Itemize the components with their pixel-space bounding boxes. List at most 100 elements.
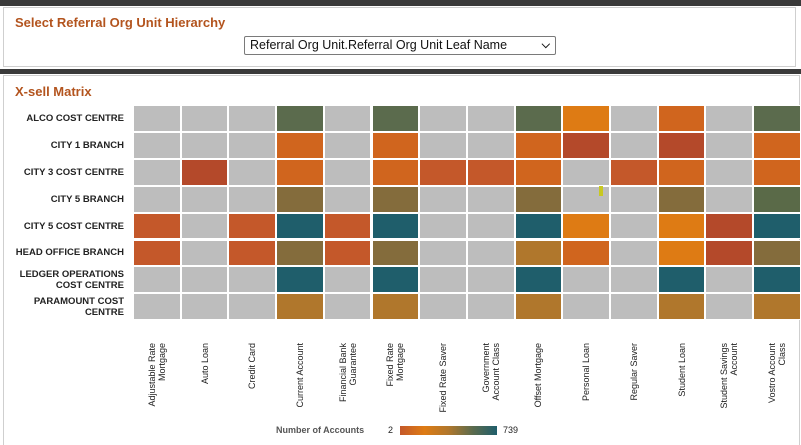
matrix-cell[interactable] [371,185,420,213]
matrix-cell[interactable] [705,158,754,186]
matrix-cell[interactable] [705,185,754,213]
matrix-cell[interactable] [323,293,372,321]
matrix-cell[interactable] [276,158,324,186]
matrix-cell[interactable] [276,293,324,321]
matrix-cell[interactable] [514,105,563,132]
matrix-cell[interactable] [276,239,324,267]
matrix-cell[interactable] [610,266,658,294]
matrix-cell[interactable] [562,266,610,294]
matrix-cell[interactable] [323,131,372,159]
matrix-cell[interactable] [323,239,372,267]
matrix-cell[interactable] [753,266,801,294]
matrix-cell[interactable] [514,293,563,321]
matrix-cell[interactable] [323,212,372,240]
matrix-cell[interactable] [133,293,181,321]
matrix-cell[interactable] [228,131,277,159]
matrix-cell[interactable] [228,212,277,240]
matrix-cell[interactable] [466,185,515,213]
matrix-cell[interactable] [419,158,467,186]
matrix-cell[interactable] [323,185,372,213]
matrix-cell[interactable] [514,131,563,159]
matrix-cell[interactable] [657,158,706,186]
matrix-cell[interactable] [705,239,754,267]
matrix-cell[interactable] [276,212,324,240]
matrix-cell[interactable] [753,239,801,267]
matrix-cell[interactable] [657,105,706,132]
matrix-cell[interactable] [419,239,467,267]
matrix-cell[interactable] [610,185,658,213]
matrix-cell[interactable] [610,131,658,159]
matrix-cell[interactable] [371,293,420,321]
matrix-cell[interactable] [180,158,229,186]
matrix-cell[interactable] [276,131,324,159]
matrix-cell[interactable] [276,105,324,132]
matrix-cell[interactable] [753,293,801,321]
matrix-cell[interactable] [466,105,515,132]
matrix-cell[interactable] [705,131,754,159]
matrix-cell[interactable] [657,185,706,213]
matrix-cell[interactable] [705,293,754,321]
matrix-cell[interactable] [466,266,515,294]
matrix-cell[interactable] [610,239,658,267]
matrix-cell[interactable] [228,105,277,132]
matrix-cell[interactable] [180,185,229,213]
matrix-cell[interactable] [514,266,563,294]
matrix-cell[interactable] [514,212,563,240]
matrix-cell[interactable] [514,185,563,213]
matrix-cell[interactable] [419,185,467,213]
matrix-cell[interactable] [228,239,277,267]
matrix-cell[interactable] [419,105,467,132]
matrix-cell[interactable] [371,131,420,159]
matrix-cell[interactable] [753,105,801,132]
matrix-cell[interactable] [133,131,181,159]
matrix-cell[interactable] [657,239,706,267]
matrix-cell[interactable] [562,185,610,213]
matrix-cell[interactable] [419,266,467,294]
matrix-cell[interactable] [705,105,754,132]
matrix-cell[interactable] [133,239,181,267]
matrix-cell[interactable] [753,185,801,213]
matrix-cell[interactable] [323,105,372,132]
matrix-cell[interactable] [753,158,801,186]
matrix-cell[interactable] [228,266,277,294]
matrix-cell[interactable] [371,212,420,240]
matrix-cell[interactable] [753,212,801,240]
matrix-cell[interactable] [276,185,324,213]
matrix-cell[interactable] [419,131,467,159]
matrix-cell[interactable] [562,131,610,159]
matrix-cell[interactable] [180,266,229,294]
matrix-cell[interactable] [323,158,372,186]
matrix-cell[interactable] [419,293,467,321]
hierarchy-select[interactable]: Referral Org Unit.Referral Org Unit Leaf… [244,36,556,55]
matrix-cell[interactable] [371,239,420,267]
matrix-cell[interactable] [133,266,181,294]
matrix-cell[interactable] [133,158,181,186]
matrix-cell[interactable] [562,239,610,267]
matrix-cell[interactable] [180,239,229,267]
matrix-cell[interactable] [657,131,706,159]
matrix-cell[interactable] [133,185,181,213]
matrix-cell[interactable] [133,105,181,132]
matrix-cell[interactable] [228,185,277,213]
matrix-cell[interactable] [466,212,515,240]
matrix-cell[interactable] [466,239,515,267]
matrix-cell[interactable] [180,293,229,321]
matrix-cell[interactable] [133,212,181,240]
matrix-cell[interactable] [562,105,610,132]
matrix-cell[interactable] [657,293,706,321]
matrix-cell[interactable] [753,131,801,159]
matrix-cell[interactable] [514,158,563,186]
matrix-cell[interactable] [562,158,610,186]
matrix-cell[interactable] [705,266,754,294]
matrix-cell[interactable] [657,212,706,240]
matrix-cell[interactable] [180,105,229,132]
matrix-cell[interactable] [180,212,229,240]
matrix-cell[interactable] [371,158,420,186]
matrix-cell[interactable] [610,158,658,186]
matrix-cell[interactable] [371,266,420,294]
matrix-cell[interactable] [323,266,372,294]
matrix-cell[interactable] [466,293,515,321]
matrix-cell[interactable] [466,131,515,159]
matrix-cell[interactable] [371,105,420,132]
matrix-cell[interactable] [180,131,229,159]
